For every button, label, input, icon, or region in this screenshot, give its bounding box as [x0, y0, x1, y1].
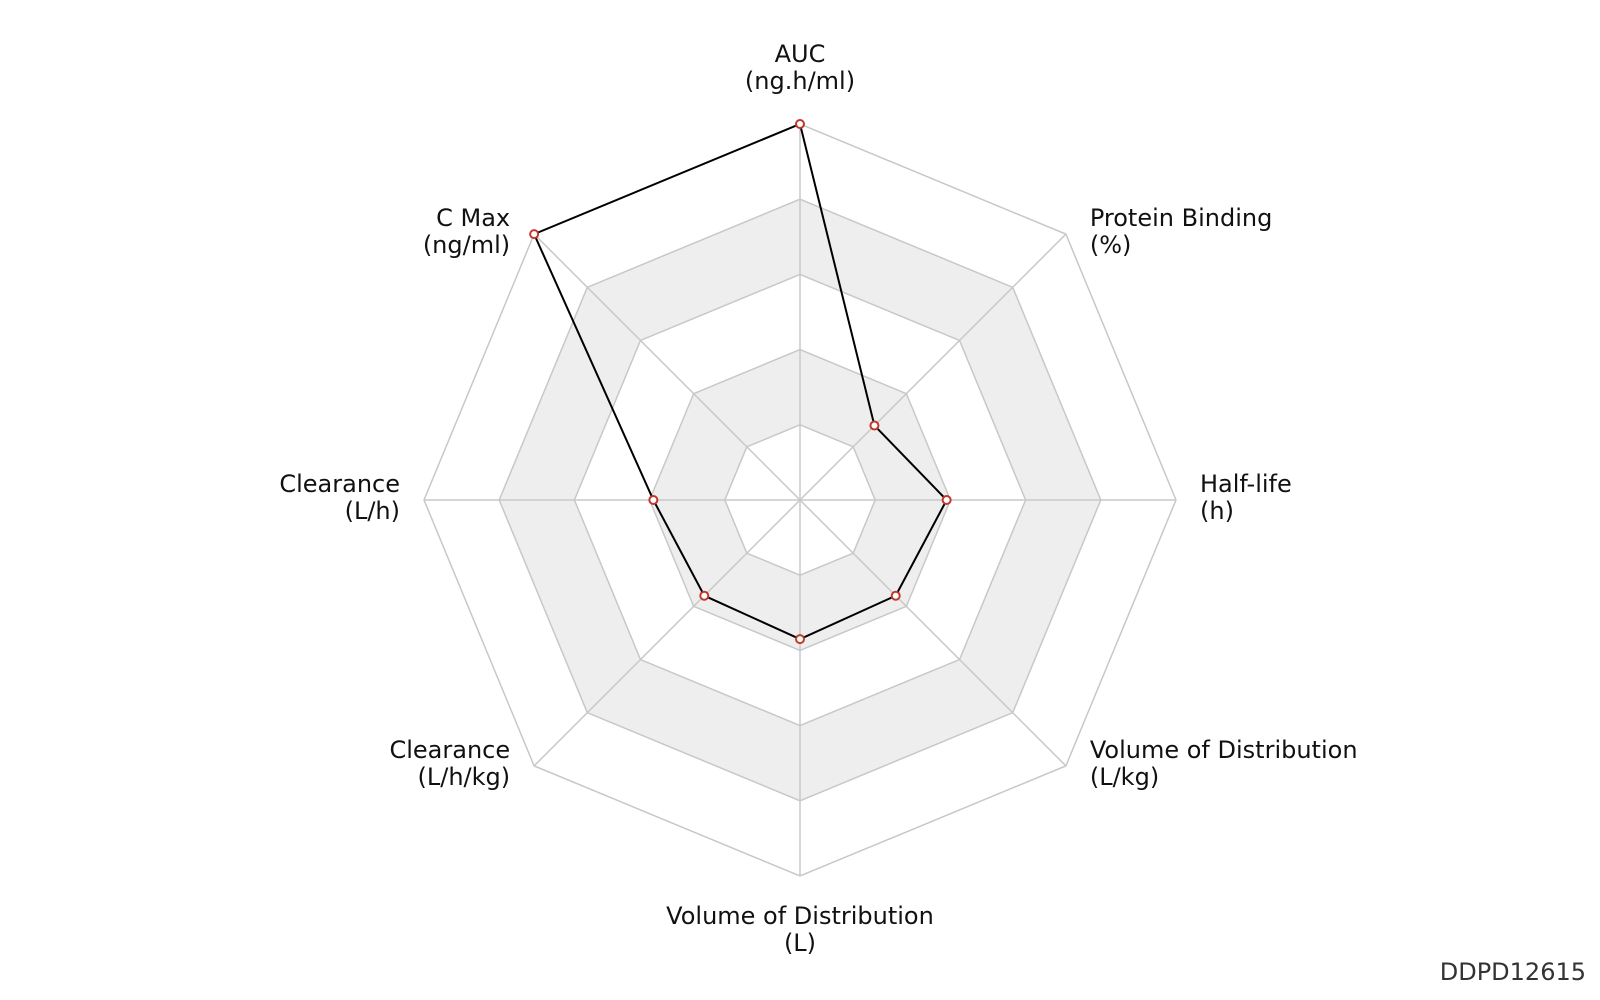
axis-label: Clearance (L/h/kg)	[389, 736, 510, 791]
axis-label-unit: (h)	[1200, 497, 1234, 525]
axis-label: Volume of Distribution (L)	[666, 902, 934, 957]
axis-label-unit: (L/h)	[345, 497, 400, 525]
axis-label-unit: (L)	[784, 929, 816, 957]
axis-label: Protein Binding (%)	[1090, 204, 1272, 259]
axis-label-unit: (%)	[1090, 231, 1132, 259]
axis-label: Clearance (L/h)	[279, 470, 400, 525]
axis-label-name: Clearance	[279, 470, 400, 498]
axis-label-unit: (ng.h/ml)	[745, 67, 855, 95]
radar-spoke	[533, 499, 801, 767]
radar-spoke	[799, 499, 1067, 767]
axis-label-name: Volume of Distribution	[666, 902, 934, 930]
data-point	[890, 590, 901, 601]
radar-grid	[423, 123, 1177, 877]
axis-label-name: Half-life	[1200, 470, 1292, 498]
axis-label-unit: (L/kg)	[1090, 763, 1159, 791]
axis-label-name: AUC	[775, 40, 826, 68]
watermark-id: DDPD12615	[1439, 958, 1586, 986]
radar-spoke	[799, 233, 1067, 501]
axis-label-unit: (ng/ml)	[423, 231, 510, 259]
axis-label: C Max (ng/ml)	[423, 204, 510, 259]
axis-label: Volume of Distribution (L/kg)	[1090, 736, 1358, 791]
data-point	[795, 634, 805, 645]
axis-label: AUC (ng.h/ml)	[745, 40, 855, 95]
radar-axis-labels: AUC (ng.h/ml)Protein Binding (%)Half-life(…	[279, 40, 1357, 957]
data-point	[869, 420, 880, 431]
axis-label-name: Clearance	[389, 736, 510, 764]
axis-label-name: Volume of Distribution	[1090, 736, 1358, 764]
axis-label-unit: (L/h/kg)	[418, 763, 511, 791]
axis-label-name: C Max	[436, 204, 510, 232]
radar-spoke	[533, 233, 801, 501]
radar-series	[529, 119, 952, 645]
data-point	[529, 229, 540, 240]
data-point	[648, 495, 659, 505]
data-point	[699, 590, 710, 601]
data-point	[795, 119, 805, 129]
data-point	[941, 495, 952, 505]
axis-label: Half-life (h)	[1200, 470, 1292, 525]
axis-label-name: Protein Binding	[1090, 204, 1272, 232]
